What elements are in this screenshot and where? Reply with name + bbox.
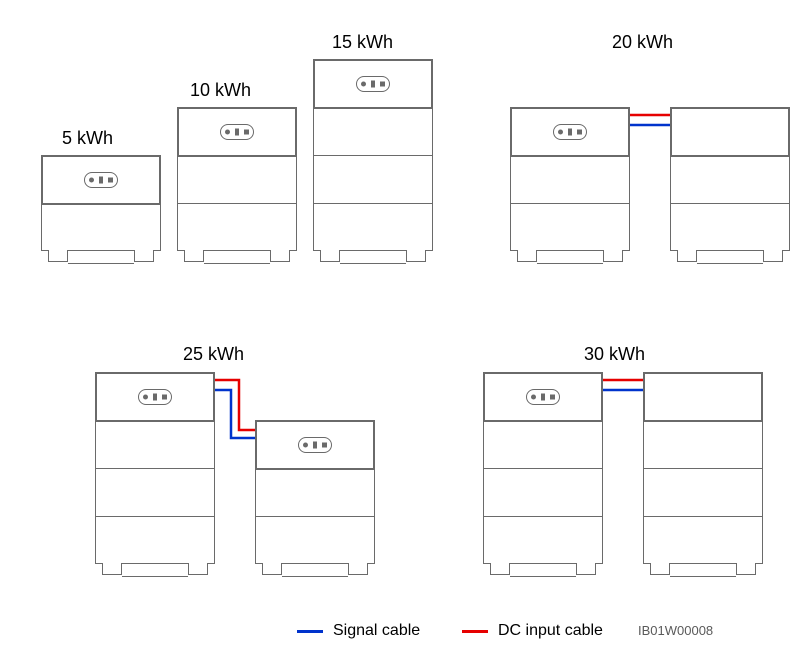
legend-dc: DC input cable <box>462 622 603 640</box>
module-stack <box>314 108 432 250</box>
battery-module <box>178 203 296 250</box>
controller <box>96 373 214 421</box>
module-stack <box>42 204 160 250</box>
cable-30-dc <box>603 377 643 397</box>
feet <box>671 250 789 262</box>
controller-badge-icon <box>356 76 390 92</box>
battery-module <box>644 516 762 563</box>
label-30kwh: 30 kWh <box>584 344 645 365</box>
module-stack <box>511 156 629 250</box>
unit-20kwh-right <box>670 107 790 251</box>
controller-blank <box>671 108 789 156</box>
label-20kwh: 20 kWh <box>612 32 673 53</box>
battery-module <box>314 203 432 250</box>
module-stack <box>671 156 789 250</box>
feet <box>178 250 296 262</box>
cable-20-dc <box>630 112 670 132</box>
controller <box>314 60 432 108</box>
module-stack <box>484 421 602 563</box>
controller <box>484 373 602 421</box>
battery-module <box>511 156 629 203</box>
controller-badge-icon <box>220 124 254 140</box>
unit-15kwh <box>313 59 433 251</box>
controller-badge-icon <box>138 389 172 405</box>
controller <box>42 156 160 204</box>
battery-module <box>644 468 762 515</box>
cable-30-signal <box>603 387 643 407</box>
battery-module <box>96 468 214 515</box>
legend-signal-swatch <box>297 630 323 633</box>
controller <box>256 421 374 469</box>
label-5kwh: 5 kWh <box>62 128 113 149</box>
legend-signal: Signal cable <box>297 622 420 640</box>
unit-25kwh-left <box>95 372 215 564</box>
module-stack <box>178 156 296 250</box>
module-stack <box>256 469 374 563</box>
battery-module <box>484 516 602 563</box>
unit-25kwh-right <box>255 420 375 564</box>
controller <box>511 108 629 156</box>
battery-module <box>96 516 214 563</box>
battery-module <box>96 421 214 468</box>
unit-5kwh <box>41 155 161 251</box>
feet <box>96 563 214 575</box>
label-10kwh: 10 kWh <box>190 80 251 101</box>
battery-module <box>644 421 762 468</box>
unit-30kwh-left <box>483 372 603 564</box>
controller-badge-icon <box>526 389 560 405</box>
unit-10kwh <box>177 107 297 251</box>
battery-module <box>178 156 296 203</box>
feet <box>256 563 374 575</box>
battery-module <box>42 204 160 250</box>
battery-module <box>511 203 629 250</box>
battery-config-diagram: 5 kWh 10 kWh 15 kWh 20 kWh 25 kWh 30 kWh <box>0 0 801 659</box>
feet <box>484 563 602 575</box>
battery-module <box>484 468 602 515</box>
controller-badge-icon <box>553 124 587 140</box>
controller-badge-icon <box>298 437 332 453</box>
label-25kwh: 25 kWh <box>183 344 244 365</box>
feet <box>42 250 160 262</box>
battery-module <box>256 469 374 516</box>
module-stack <box>644 421 762 563</box>
feet <box>314 250 432 262</box>
battery-module <box>671 203 789 250</box>
battery-module <box>256 516 374 563</box>
unit-30kwh-right <box>643 372 763 564</box>
cable-20-signal <box>630 122 670 142</box>
cable-25 <box>215 376 257 446</box>
figure-id: IB01W00008 <box>638 623 713 638</box>
controller <box>178 108 296 156</box>
legend-signal-label: Signal cable <box>333 622 420 640</box>
controller-blank <box>644 373 762 421</box>
battery-module <box>484 421 602 468</box>
unit-20kwh-left <box>510 107 630 251</box>
legend-dc-swatch <box>462 630 488 633</box>
label-15kwh: 15 kWh <box>332 32 393 53</box>
feet <box>644 563 762 575</box>
battery-module <box>671 156 789 203</box>
battery-module <box>314 108 432 155</box>
module-stack <box>96 421 214 563</box>
feet <box>511 250 629 262</box>
controller-badge-icon <box>84 172 118 188</box>
battery-module <box>314 155 432 202</box>
legend-dc-label: DC input cable <box>498 622 603 640</box>
